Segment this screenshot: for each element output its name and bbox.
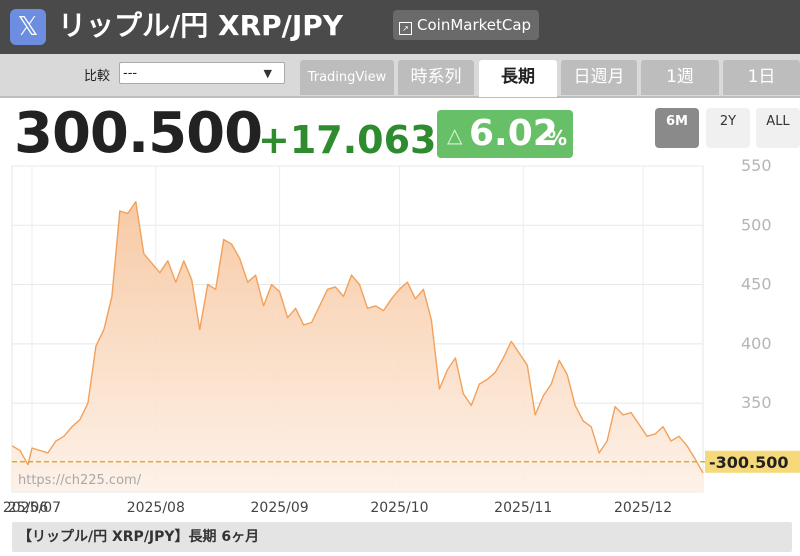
chart-caption: 【リップル/円 XRP/JPY】長期 6ヶ月 [12, 522, 792, 552]
tab-day-week-month[interactable]: 日週月 [561, 60, 637, 95]
tab-1-week[interactable]: 1週 [641, 60, 719, 95]
range-all-button[interactable]: ALL [756, 108, 800, 148]
x-tick-label: 2025/12 [614, 500, 672, 516]
external-link-icon: ↗ [399, 22, 412, 35]
change-percent-badge: △ 6.02 % [437, 110, 573, 158]
change-percent-value: 6.02 [469, 113, 558, 154]
y-tick-label: 450 [741, 275, 772, 294]
up-triangle-icon: △ [447, 123, 463, 147]
coinmarketcap-button[interactable]: ↗ CoinMarketCap [393, 10, 540, 40]
page-title: リップル/円 XRP/JPY [58, 9, 344, 42]
price-line [11, 200, 704, 474]
current-price-tag-label: -300.500 [709, 453, 789, 472]
chart-toolbar: 比較 --- ▼ TradingView 時系列 長期 日週月 1週 1日 [0, 54, 800, 98]
tab-1-day[interactable]: 1日 [723, 60, 800, 95]
x-share-icon[interactable]: 𝕏 [10, 9, 46, 45]
header-bar: 𝕏 リップル/円 XRP/JPY ↗ CoinMarketCap [0, 0, 800, 54]
x-tick-label: 25/06 [8, 500, 48, 516]
compare-label: 比較 [84, 69, 111, 84]
tab-timeseries[interactable]: 時系列 [398, 60, 474, 95]
percent-sign: % [547, 126, 568, 150]
price-area [12, 201, 703, 492]
price-change: +17.063 [258, 118, 437, 162]
y-tick-label: 400 [741, 334, 772, 353]
compare-select-value: --- [123, 66, 138, 81]
range-6m-button[interactable]: 6M [655, 108, 699, 148]
coinmarketcap-label: CoinMarketCap [417, 16, 532, 34]
tab-tradingview[interactable]: TradingView [300, 60, 394, 95]
y-tick-label: 350 [741, 393, 772, 412]
watermark: https://ch225.com/ [18, 473, 142, 488]
compare-select[interactable]: --- ▼ [119, 62, 285, 84]
x-tick-label: 2025/07 [3, 500, 61, 516]
dropdown-arrow-icon: ▼ [263, 67, 272, 80]
current-price-tag [705, 450, 800, 473]
x-tick-label: 2025/08 [127, 500, 185, 516]
x-tick-label: 2025/10 [370, 500, 428, 516]
current-price: 300.500 [14, 101, 263, 166]
y-tick-label: 500 [741, 215, 772, 234]
y-tick-label: 550 [741, 156, 772, 175]
x-tick-label: 2025/09 [251, 500, 309, 516]
range-2y-button[interactable]: 2Y [706, 108, 750, 148]
tab-long-term[interactable]: 長期 [479, 60, 557, 97]
x-tick-label: 2025/11 [494, 500, 552, 516]
